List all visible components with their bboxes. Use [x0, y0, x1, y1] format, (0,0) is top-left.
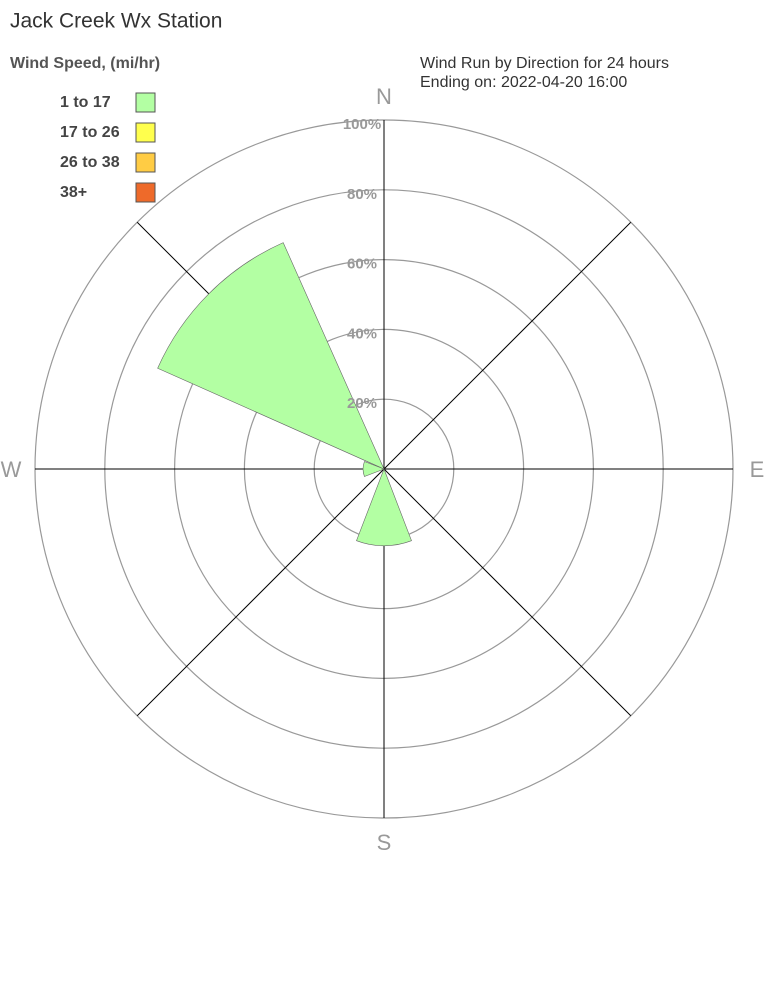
direction-label: W — [1, 457, 22, 482]
r-tick-label: 20% — [347, 395, 377, 412]
wind-wedge — [356, 468, 412, 547]
legend-label: 1 to 17 — [60, 94, 111, 111]
direction-label: S — [377, 830, 392, 855]
spoke — [383, 221, 632, 470]
r-tick-label: 60% — [347, 256, 377, 273]
legend-label: 17 to 26 — [60, 124, 120, 141]
legend-title: Wind Speed, (mi/hr) — [10, 55, 160, 72]
legend-swatch — [135, 122, 156, 143]
direction-label: E — [750, 457, 765, 482]
subtitle: Ending on: 2022-04-20 16:00 — [420, 74, 627, 91]
spoke — [136, 468, 385, 717]
legend-swatch — [135, 92, 156, 113]
subtitle: Wind Run by Direction for 24 hours — [420, 55, 669, 72]
chart-title: Jack Creek Wx Station — [10, 10, 222, 33]
direction-label: N — [376, 84, 392, 109]
legend-label: 26 to 38 — [60, 154, 120, 171]
wind-wedge — [362, 461, 385, 477]
legend-swatch — [135, 182, 156, 203]
r-tick-label: 40% — [347, 325, 377, 342]
r-tick-label: 100% — [343, 116, 381, 133]
legend-swatch — [135, 152, 156, 173]
legend-label: 38+ — [60, 184, 87, 201]
wind-wedge — [157, 242, 385, 470]
r-tick-label: 80% — [347, 186, 377, 203]
spoke — [383, 468, 632, 717]
